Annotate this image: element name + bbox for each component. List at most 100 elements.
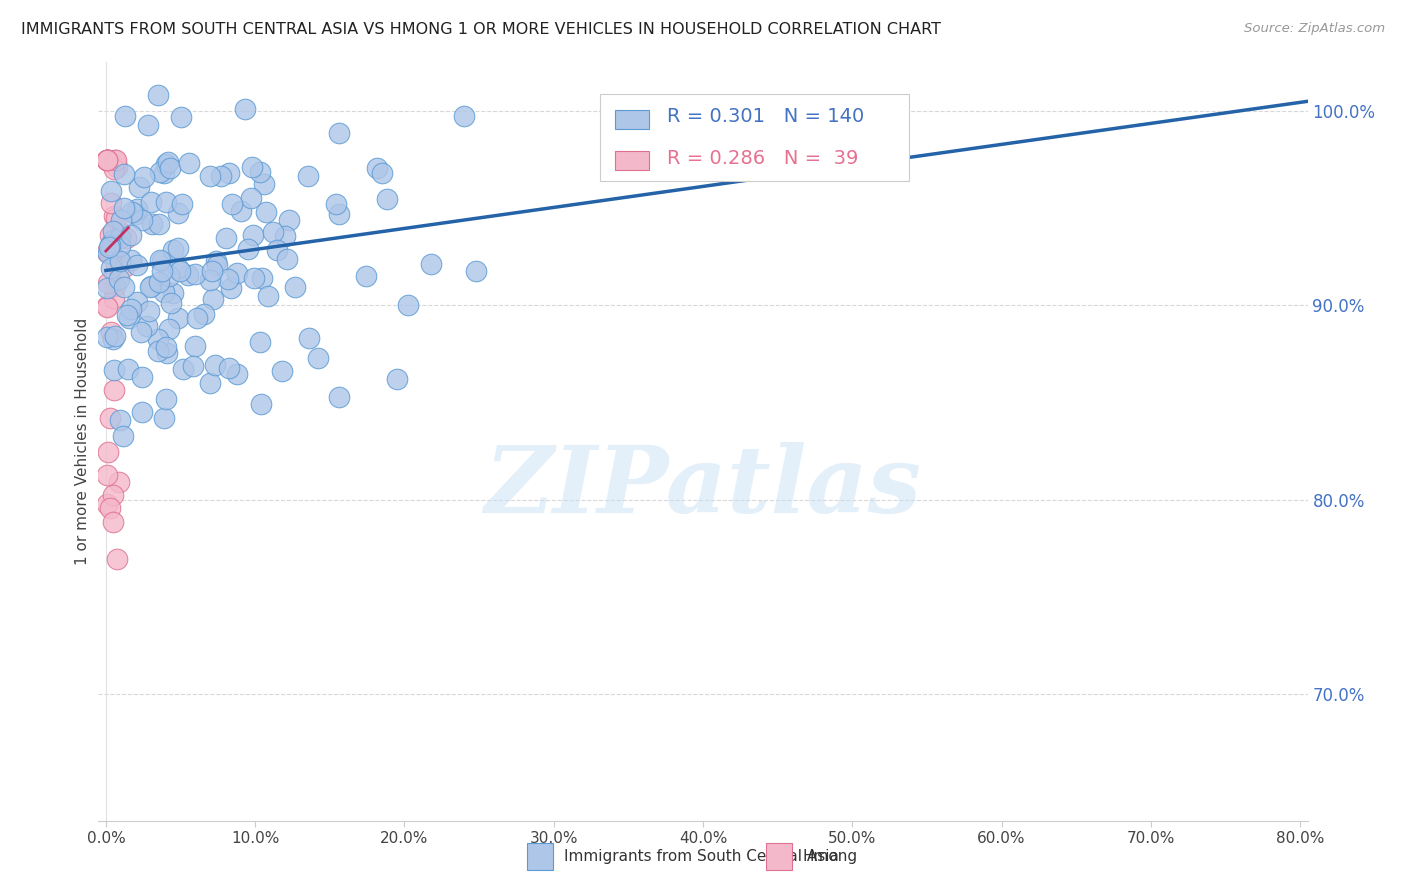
Text: Immigrants from South Central Asia: Immigrants from South Central Asia [564,849,839,863]
Point [184,267,207,281]
Point [138,304,160,318]
Point [149,252,172,267]
Point [97,445,120,459]
Point [240,160,263,174]
Point [229,204,252,219]
Point [108,253,131,268]
Point [118,310,141,325]
Point [211,169,233,184]
Y-axis label: 1 or more Vehicles in Household: 1 or more Vehicles in Household [75,318,90,566]
Point [139,279,162,293]
Point [262,226,284,240]
Point [97,246,120,260]
Point [157,268,180,283]
Point [205,254,228,268]
Point [148,217,170,231]
Point [96,300,118,314]
Point [184,339,207,353]
Point [162,285,184,300]
Point [226,368,249,382]
Point [218,166,240,180]
Point [155,392,177,407]
Point [108,272,131,286]
Text: IMMIGRANTS FROM SOUTH CENTRAL ASIA VS HMONG 1 OR MORE VEHICLES IN HOUSEHOLD CORR: IMMIGRANTS FROM SOUTH CENTRAL ASIA VS HM… [21,22,941,37]
Point [266,244,288,258]
Point [100,196,122,211]
Text: Hmong: Hmong [803,849,858,863]
Point [166,311,188,326]
Point [98,501,121,516]
Point [96,468,118,483]
Point [120,302,142,317]
Point [96,153,118,167]
FancyBboxPatch shape [600,95,908,181]
Point [198,376,221,390]
Point [249,397,271,411]
Point [131,212,153,227]
Point [160,296,183,310]
Point [108,231,131,245]
Point [254,205,277,219]
Point [297,169,319,183]
Point [125,258,148,272]
Point [103,383,125,397]
Point [101,246,124,260]
Point [159,161,181,176]
Point [221,197,243,211]
Point [96,300,118,314]
Point [153,285,176,299]
Point [204,358,226,372]
Point [200,169,222,184]
Point [103,291,125,305]
Point [271,364,294,378]
Point [98,228,121,243]
Point [97,153,120,167]
Point [104,211,127,226]
Point [177,268,200,282]
Point [217,272,239,286]
Point [104,279,127,293]
Point [112,279,135,293]
Point [131,370,153,384]
Point [103,161,125,176]
Point [239,191,262,205]
Point [298,331,321,345]
Point [125,207,148,221]
Point [146,343,169,358]
Point [172,361,194,376]
Point [276,252,298,266]
Point [115,309,138,323]
Point [112,168,135,182]
Point [155,340,177,354]
Point [104,153,127,167]
Point [121,205,143,219]
Point [127,295,149,310]
Point [100,260,122,275]
Point [103,363,125,377]
Text: R = 0.286   N =  39: R = 0.286 N = 39 [666,149,858,168]
Point [127,202,149,216]
Point [101,488,124,502]
Point [101,515,124,529]
Point [98,238,121,252]
Point [105,552,128,566]
Point [96,153,118,167]
Point [105,160,128,174]
FancyBboxPatch shape [614,110,648,128]
Point [385,372,408,386]
Point [166,206,188,220]
Point [148,275,170,289]
Point [105,257,128,271]
Point [156,155,179,169]
Point [101,233,124,247]
Point [139,280,162,294]
Point [170,197,193,211]
Point [328,126,350,140]
Point [108,239,131,253]
Point [120,252,142,267]
Point [284,280,307,294]
Point [328,207,350,221]
Point [131,405,153,419]
Point [420,257,443,271]
Point [146,332,169,346]
